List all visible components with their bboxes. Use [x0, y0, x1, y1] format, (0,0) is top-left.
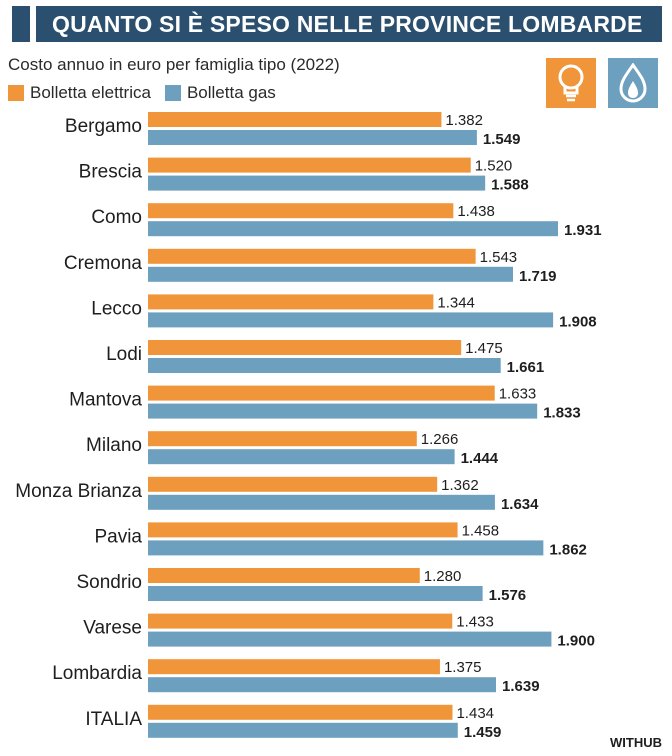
category-label-cremona: Cremona — [64, 253, 143, 274]
value-label-electric-cremona: 1.543 — [480, 249, 518, 266]
bar-electric-brescia — [148, 157, 471, 173]
value-label-electric-monza-brianza: 1.362 — [441, 477, 479, 494]
value-label-gas-pavia: 1.862 — [549, 541, 587, 558]
title-accent — [12, 6, 30, 42]
category-label-lombardia: Lombardia — [52, 663, 142, 684]
bar-electric-italia — [148, 704, 453, 720]
category-label-varese: Varese — [83, 618, 142, 639]
bar-electric-lombardia — [148, 659, 440, 675]
value-label-electric-lodi: 1.475 — [465, 340, 503, 357]
bar-gas-lombardia — [148, 677, 497, 693]
legend: Bolletta elettrica Bolletta gas — [8, 82, 290, 104]
source-credit: WITHUB — [610, 735, 662, 750]
bar-electric-lodi — [148, 340, 462, 355]
bar-gas-varese — [148, 631, 552, 647]
legend-item-electric: Bolletta elettrica — [8, 83, 151, 103]
value-label-electric-bergamo: 1.382 — [445, 112, 483, 129]
value-label-electric-brescia: 1.520 — [475, 158, 513, 175]
category-label-mantova: Mantova — [69, 390, 142, 411]
category-label-pavia: Pavia — [94, 526, 142, 547]
legend-label-gas: Bolletta gas — [186, 83, 276, 102]
value-label-gas-bergamo: 1.549 — [483, 131, 521, 148]
bar-electric-sondrio — [148, 568, 420, 583]
bar-electric-lecco — [148, 294, 434, 310]
light-bulb-icon — [546, 58, 596, 108]
gas-flame-icon — [608, 58, 658, 108]
value-label-electric-mantova: 1.633 — [499, 386, 537, 403]
category-label-sondrio: Sondrio — [77, 572, 143, 593]
bar-gas-pavia — [148, 540, 544, 556]
category-label-monza-brianza: Monza Brianza — [15, 481, 142, 502]
value-label-gas-lecco: 1.908 — [559, 313, 597, 330]
value-label-gas-cremona: 1.719 — [519, 268, 557, 285]
value-label-electric-italia: 1.434 — [456, 705, 494, 722]
bar-gas-lecco — [148, 312, 554, 328]
chart-title: QUANTO SI È SPESO NELLE PROVINCE LOMBARD… — [36, 6, 662, 42]
value-label-electric-como: 1.438 — [457, 203, 495, 220]
value-label-gas-sondrio: 1.576 — [489, 587, 527, 604]
title-bar: QUANTO SI È SPESO NELLE PROVINCE LOMBARD… — [0, 0, 672, 48]
value-label-electric-lecco: 1.344 — [437, 294, 475, 311]
bar-gas-monza-brianza — [148, 494, 495, 510]
value-label-gas-lodi: 1.661 — [507, 359, 545, 376]
bar-electric-varese — [148, 613, 453, 629]
bar-electric-cremona — [148, 248, 476, 264]
category-label-italia: ITALIA — [85, 709, 142, 730]
bar-electric-pavia — [148, 522, 458, 538]
value-label-electric-pavia: 1.458 — [462, 522, 500, 539]
value-label-gas-monza-brianza: 1.634 — [501, 496, 539, 513]
chart-subtitle: Costo annuo in euro per famiglia tipo (2… — [8, 55, 340, 74]
bar-gas-sondrio — [148, 586, 483, 601]
value-label-gas-como: 1.931 — [564, 222, 602, 239]
category-label-bergamo: Bergamo — [65, 116, 142, 137]
value-label-electric-varese: 1.433 — [456, 614, 494, 631]
bar-gas-brescia — [148, 175, 486, 191]
legend-item-gas: Bolletta gas — [164, 83, 276, 103]
value-label-gas-lombardia: 1.639 — [502, 678, 540, 695]
value-label-electric-sondrio: 1.280 — [424, 568, 462, 585]
category-label-milano: Milano — [86, 435, 142, 456]
category-label-lecco: Lecco — [91, 298, 142, 319]
legend-label-electric: Bolletta elettrica — [30, 83, 151, 102]
bar-gas-como — [148, 221, 558, 237]
value-label-gas-italia: 1.459 — [464, 724, 502, 741]
value-label-gas-mantova: 1.833 — [543, 405, 581, 422]
value-label-electric-milano: 1.266 — [421, 431, 459, 448]
value-label-electric-lombardia: 1.375 — [444, 659, 482, 676]
category-label-como: Como — [91, 207, 142, 228]
bar-gas-bergamo — [148, 130, 477, 145]
value-label-gas-brescia: 1.588 — [491, 177, 529, 194]
bar-gas-lodi — [148, 358, 501, 373]
bar-gas-mantova — [148, 403, 538, 419]
category-label-brescia: Brescia — [79, 162, 143, 183]
value-label-gas-varese: 1.900 — [557, 633, 595, 650]
bar-electric-monza-brianza — [148, 476, 438, 492]
bar-electric-bergamo — [148, 112, 442, 127]
category-label-lodi: Lodi — [106, 344, 142, 365]
bar-gas-milano — [148, 449, 455, 465]
legend-swatch-gas — [164, 85, 181, 101]
bar-electric-milano — [148, 431, 417, 447]
bar-gas-italia — [148, 722, 458, 738]
legend-swatch-electric — [8, 85, 24, 101]
value-label-gas-milano: 1.444 — [461, 450, 499, 467]
bar-gas-cremona — [148, 266, 513, 282]
bar-electric-mantova — [148, 385, 495, 401]
bar-electric-como — [148, 203, 454, 219]
